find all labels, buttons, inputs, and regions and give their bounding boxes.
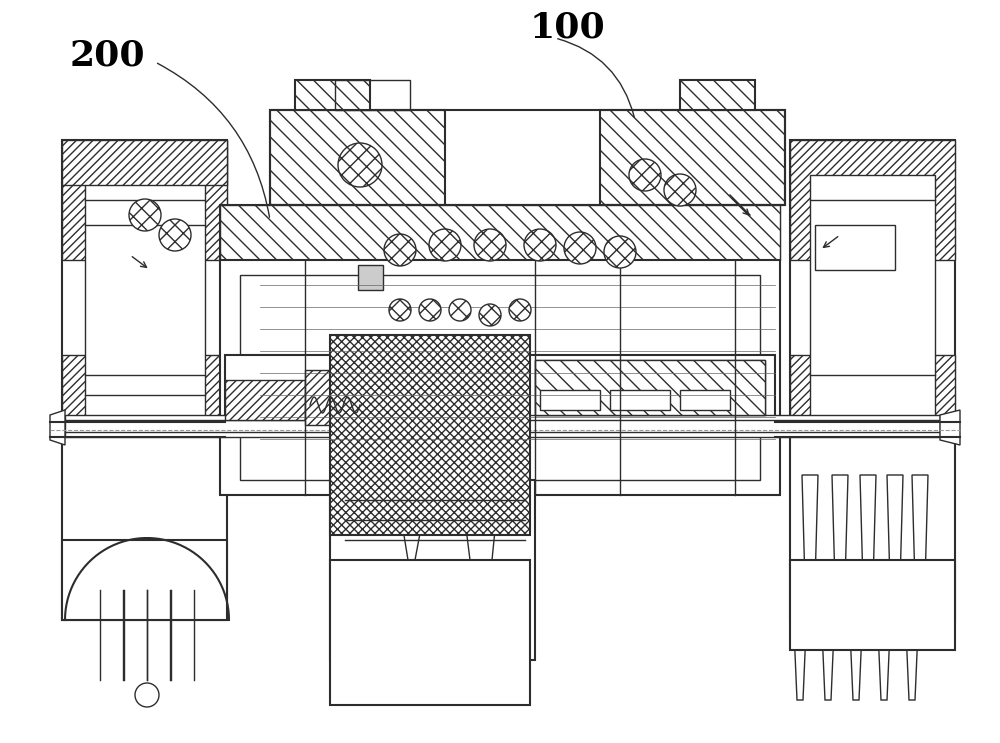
- Bar: [790, 140, 955, 620]
- Circle shape: [129, 199, 161, 231]
- Text: 100: 100: [530, 11, 606, 45]
- Bar: [62, 140, 227, 260]
- Bar: [62, 355, 227, 425]
- Bar: [535, 360, 765, 415]
- Bar: [810, 175, 935, 420]
- Circle shape: [629, 159, 661, 191]
- Bar: [680, 80, 755, 110]
- Bar: [358, 265, 383, 290]
- Text: 200: 200: [70, 38, 146, 72]
- Circle shape: [564, 232, 596, 264]
- Circle shape: [524, 229, 556, 261]
- Circle shape: [135, 683, 159, 707]
- Bar: [462, 490, 478, 510]
- Bar: [335, 80, 410, 110]
- Bar: [220, 205, 780, 260]
- Bar: [270, 110, 785, 205]
- Circle shape: [338, 143, 382, 187]
- Circle shape: [509, 299, 531, 321]
- Bar: [492, 490, 508, 510]
- Bar: [372, 490, 388, 510]
- Circle shape: [664, 174, 696, 206]
- Polygon shape: [860, 475, 876, 620]
- Polygon shape: [791, 560, 809, 700]
- Polygon shape: [460, 480, 500, 560]
- Polygon shape: [847, 560, 865, 700]
- Bar: [790, 560, 955, 650]
- Polygon shape: [395, 480, 430, 560]
- Bar: [240, 275, 760, 480]
- Bar: [270, 110, 445, 205]
- Polygon shape: [887, 475, 903, 620]
- Bar: [680, 390, 730, 410]
- Bar: [305, 370, 345, 425]
- Circle shape: [389, 299, 411, 321]
- Bar: [85, 175, 205, 420]
- Polygon shape: [875, 560, 893, 700]
- Polygon shape: [802, 475, 818, 620]
- Bar: [790, 140, 955, 260]
- Bar: [225, 380, 305, 420]
- Bar: [330, 480, 535, 660]
- Bar: [220, 205, 780, 260]
- Bar: [790, 355, 955, 425]
- Bar: [535, 360, 765, 415]
- Circle shape: [479, 304, 501, 326]
- Polygon shape: [912, 475, 928, 620]
- Polygon shape: [832, 475, 848, 620]
- Bar: [600, 110, 785, 205]
- Bar: [62, 140, 227, 620]
- Circle shape: [429, 229, 461, 261]
- FancyArrowPatch shape: [558, 39, 634, 117]
- Polygon shape: [940, 410, 960, 445]
- Polygon shape: [903, 560, 921, 700]
- Circle shape: [604, 236, 636, 268]
- Bar: [295, 80, 370, 110]
- Circle shape: [449, 299, 471, 321]
- Bar: [402, 490, 418, 510]
- Bar: [65, 420, 940, 432]
- Bar: [330, 335, 530, 535]
- Bar: [225, 355, 775, 425]
- Polygon shape: [819, 560, 837, 700]
- Bar: [815, 225, 895, 270]
- Bar: [610, 390, 670, 410]
- Circle shape: [384, 234, 416, 266]
- Bar: [220, 260, 780, 495]
- Polygon shape: [50, 410, 65, 445]
- Bar: [65, 415, 940, 437]
- Bar: [62, 140, 227, 185]
- Bar: [540, 390, 600, 410]
- Bar: [330, 560, 530, 705]
- FancyArrowPatch shape: [157, 63, 270, 217]
- Circle shape: [159, 219, 191, 251]
- Bar: [62, 540, 227, 620]
- Circle shape: [419, 299, 441, 321]
- Bar: [432, 490, 448, 510]
- Circle shape: [474, 229, 506, 261]
